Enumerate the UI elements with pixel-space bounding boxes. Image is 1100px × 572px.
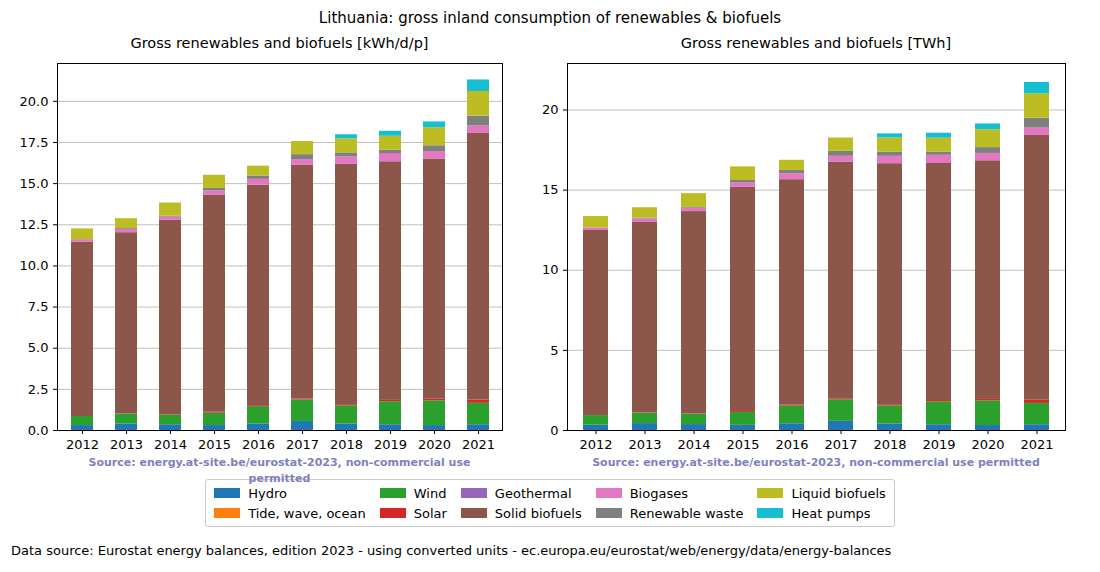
svg-text:2013: 2013 [628, 437, 661, 452]
svg-text:20: 20 [542, 102, 559, 117]
html-text:Tide, wave, ocean: Tide, wave, ocean [248, 505, 366, 521]
svg-text:2015: 2015 [198, 437, 231, 452]
svg-text:15: 15 [542, 182, 559, 197]
svg-text:2017: 2017 [286, 437, 319, 452]
svg-text:2012: 2012 [579, 437, 612, 452]
svg-text:0: 0 [550, 423, 558, 438]
html-text:Renewable waste: Renewable waste [629, 505, 744, 521]
html-text:Liquid biofuels: Liquid biofuels [791, 485, 886, 501]
svg-text:2021: 2021 [462, 437, 495, 452]
svg-text:5: 5 [550, 343, 558, 358]
html-text:Gross renewables and biofuels: Gross renewables and biofuels [kWh/d/p] [130, 35, 429, 51]
html-text:Source: energy.at-site.be/euro: Source: energy.at-site.be/eurostat-2023,… [592, 456, 1040, 469]
svg-text:2020: 2020 [418, 437, 451, 452]
svg-text:2.5: 2.5 [28, 382, 49, 397]
svg-text:2014: 2014 [154, 437, 187, 452]
html-text:Source: energy.at-site.be/euro: Source: energy.at-site.be/eurostat-2023,… [88, 456, 471, 485]
html-text:Hydro: Hydro [248, 485, 287, 501]
svg-text:17.5: 17.5 [20, 135, 49, 150]
html-text:Geothermal: Geothermal [494, 485, 572, 501]
svg-text:2019: 2019 [374, 437, 407, 452]
svg-text:0.0: 0.0 [28, 423, 49, 438]
svg-text:2020: 2020 [971, 437, 1004, 452]
svg-text:2018: 2018 [330, 437, 363, 452]
html-text:Data source: Eurostat energy b: Data source: Eurostat energy balances, e… [11, 543, 892, 558]
svg-text:2013: 2013 [110, 437, 143, 452]
svg-text:2016: 2016 [775, 437, 808, 452]
html-text:Gross renewables and biofuels: Gross renewables and biofuels [TWh] [680, 35, 952, 51]
html-text:Solid biofuels: Solid biofuels [494, 505, 582, 521]
html-text:Wind: Wind [413, 485, 447, 501]
html-text:Biogases: Biogases [629, 485, 688, 501]
svg-text:10.0: 10.0 [20, 258, 49, 273]
html-text:Lithuania: gross inland consum: Lithuania: gross inland consumption of r… [318, 9, 782, 27]
svg-text:12.5: 12.5 [20, 217, 49, 232]
svg-text:2015: 2015 [726, 437, 759, 452]
svg-text:2018: 2018 [873, 437, 906, 452]
svg-text:2021: 2021 [1020, 437, 1053, 452]
svg-text:2012: 2012 [66, 437, 99, 452]
svg-text:2019: 2019 [922, 437, 955, 452]
svg-text:2017: 2017 [824, 437, 857, 452]
svg-text:2016: 2016 [242, 437, 275, 452]
svg-text:15.0: 15.0 [20, 176, 49, 191]
html-text:Solar: Solar [413, 505, 447, 521]
svg-text:20.0: 20.0 [20, 94, 49, 109]
svg-text:7.5: 7.5 [28, 299, 49, 314]
svg-text:2014: 2014 [677, 437, 710, 452]
svg-text:5.0: 5.0 [28, 340, 49, 355]
svg-text:10: 10 [542, 262, 559, 277]
html-text:Heat pumps: Heat pumps [791, 505, 871, 521]
